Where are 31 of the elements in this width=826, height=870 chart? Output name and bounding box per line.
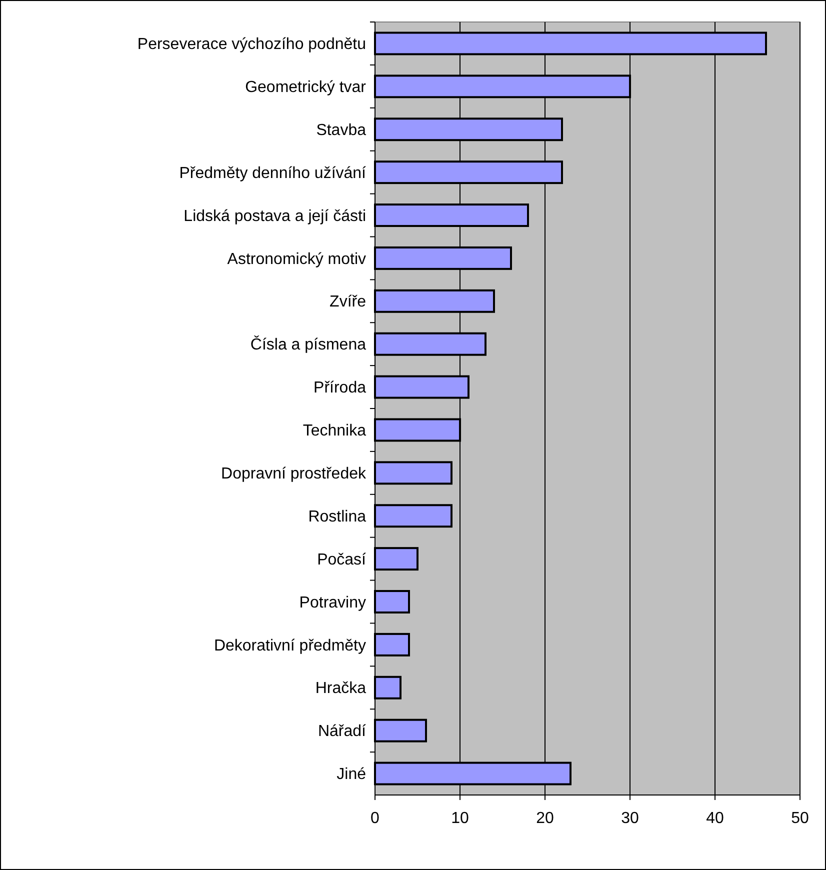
y-tick-label: Rostlina [308, 508, 366, 526]
y-tick-label: Potraviny [299, 594, 366, 612]
y-tick-label: Technika [302, 422, 366, 440]
x-tick-label: 10 [451, 810, 469, 827]
y-tick-label: Jiné [336, 766, 366, 784]
x-tick-label: 50 [791, 810, 809, 827]
x-tick-label: 0 [370, 810, 380, 827]
y-tick-label: Dopravní prostředek [221, 466, 367, 483]
y-tick-label: Lidská postava a její části [184, 208, 366, 225]
y-tick-label: Dekorativní předměty [214, 637, 366, 654]
y-tick-label: Čísla a písmena [250, 336, 366, 354]
x-tick-label: 20 [536, 810, 554, 827]
y-tick-label: Zvíře [330, 294, 366, 311]
y-tick-label: Počasí [317, 551, 367, 568]
y-tick-label: Astronomický motiv [227, 250, 366, 268]
x-tick-label: 40 [706, 810, 724, 827]
y-tick-label: Geometrický tvar [245, 79, 367, 96]
bar [374, 461, 452, 485]
bar [374, 504, 452, 528]
bar [374, 676, 402, 700]
y-tick-label: Perseverace výchozího podnětu [137, 36, 366, 54]
x-tick-label: 30 [621, 810, 639, 827]
y-tick-label: Stavba [316, 122, 366, 139]
y-tick-label: Předměty denního užívání [179, 164, 367, 182]
bar [374, 632, 410, 656]
y-tick-label: Nářadí [318, 723, 367, 740]
bar [374, 718, 427, 742]
bar [374, 547, 418, 571]
y-tick-label: Hračka [315, 680, 366, 698]
bar [374, 590, 410, 614]
y-tick-label: Příroda [314, 380, 366, 397]
